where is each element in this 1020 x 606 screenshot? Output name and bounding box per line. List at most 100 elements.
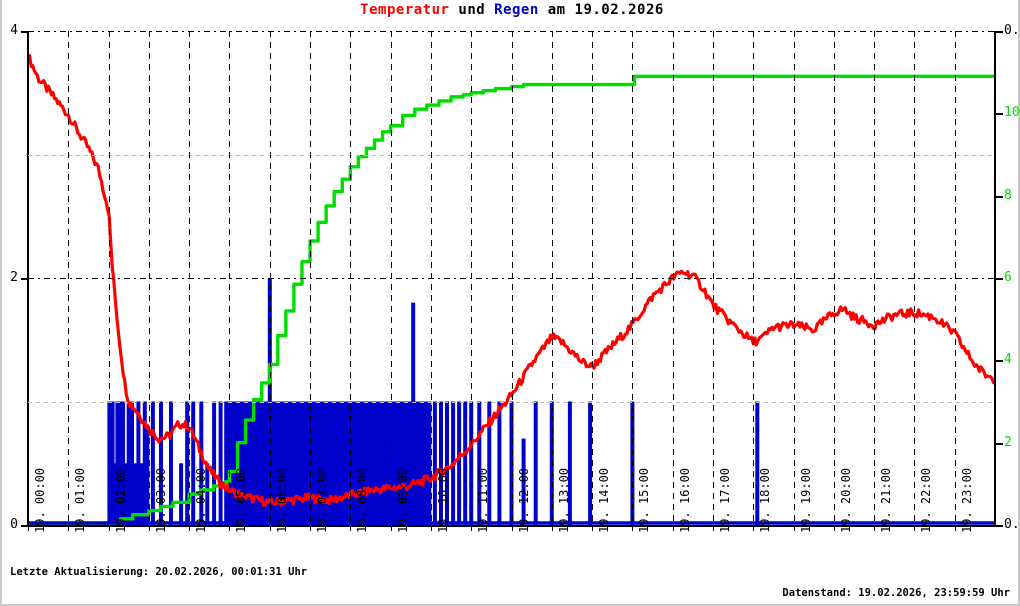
gridline-vertical [512,31,513,525]
rain-bar [205,463,210,526]
x-tick [471,525,472,531]
rain-bar [252,401,257,525]
x-tick [874,525,875,531]
x-axis-label: 19. 13:00 [557,467,571,533]
x-tick [431,525,432,531]
rain-bar [291,401,296,525]
x-axis-label: 19. 19:00 [799,467,813,533]
rain-bar [224,401,229,525]
rain-bar [318,401,323,525]
rain-bar [328,401,333,525]
gridline-vertical [673,31,674,525]
y-label-left: 0 [10,517,18,532]
x-axis-label: 19. 21:00 [879,467,893,533]
rain-bar [277,401,282,525]
gridline-vertical [270,31,271,525]
rain-bar [386,401,391,525]
rain-bar [374,401,379,525]
gridline-vertical [189,31,190,525]
x-tick [270,525,271,531]
rain-bar [383,401,388,525]
rain-bar [445,401,449,525]
x-axis-label: 19. 20:00 [839,467,853,533]
rain-bar [379,401,383,525]
x-tick [310,525,311,531]
x-tick [955,525,956,531]
rain-bar [123,463,128,526]
x-axis-label: 19. 11:00 [476,467,490,533]
rain-bar [395,401,400,525]
rain-bar [313,401,318,525]
title-rain: Regen [494,2,539,18]
rain-bar [417,401,422,525]
y-tick-right-rate [996,525,1003,527]
x-tick [109,525,110,531]
x-tick [189,525,190,531]
rain-bar [247,401,252,525]
rain-bar [371,401,376,525]
x-tick [229,525,230,531]
rain-bar [262,401,267,525]
rain-bar [289,401,294,525]
rain-bar [533,401,538,525]
rain-bar [110,401,115,525]
y-tick-right-rate [996,31,1003,33]
y-label-right-sum: 8 [1004,188,1012,203]
y-label-left: 2 [10,270,18,285]
x-axis-label: 19. 15:00 [637,467,651,533]
rain-bar [349,401,354,525]
x-axis-label: 19. 22:00 [919,467,933,533]
rain-bar [254,401,259,525]
x-tick [592,525,593,531]
rain-bar [323,401,328,525]
rain-bar [145,426,150,525]
rain-bar [112,463,117,526]
rain-bar [233,401,238,525]
rain-bar [342,401,347,525]
x-axis-label: 19. 09:00 [396,467,410,533]
x-tick [914,525,915,531]
y-label-right-rate: 0.0 [1004,517,1020,532]
rain-bar [567,401,572,525]
x-axis-label: 19. 01:00 [73,467,87,533]
gridline-vertical [955,31,956,525]
rain-bar [408,401,412,525]
gridline-vertical [874,31,875,525]
x-tick [834,525,835,531]
rain-sum-line [28,74,995,527]
gridline-vertical [713,31,714,525]
rain-bar [179,463,184,526]
x-tick [512,525,513,531]
x-tick [28,525,29,531]
rain-bar [257,401,262,525]
rain-bar [306,401,311,525]
title-temperature: Temperatur [360,2,450,18]
x-tick [632,525,633,531]
rain-bar [320,401,325,525]
y-tick-right-sum [996,113,1003,115]
rain-bar [301,401,306,525]
rain-bar [159,401,163,525]
rain-bar [340,401,345,525]
gridline-vertical [109,31,110,525]
rain-bar [497,401,502,525]
gridline-vertical [834,31,835,525]
rain-bar [191,401,196,525]
rain-bar [126,401,131,525]
x-axis-label: 19. 14:00 [597,467,611,533]
rain-bar [142,401,147,525]
x-axis-label: 19. 02:00 [114,467,128,533]
y-label-right-rate: 0.4 [1004,23,1020,38]
rain-bar [250,401,254,525]
rain-bar [267,278,272,525]
rain-bar [330,401,335,525]
last-update-text: Letzte Aktualisierung: 20.02.2026, 00:01… [10,566,308,578]
rain-bar [333,401,337,525]
rain-bar [411,302,416,525]
y-label-right-sum: 10 [1004,105,1020,120]
gridline-vertical [632,31,633,525]
rain-bar [259,401,264,525]
rain-bar [391,401,396,525]
gridline-vertical [68,31,69,525]
rain-bar [212,401,217,525]
